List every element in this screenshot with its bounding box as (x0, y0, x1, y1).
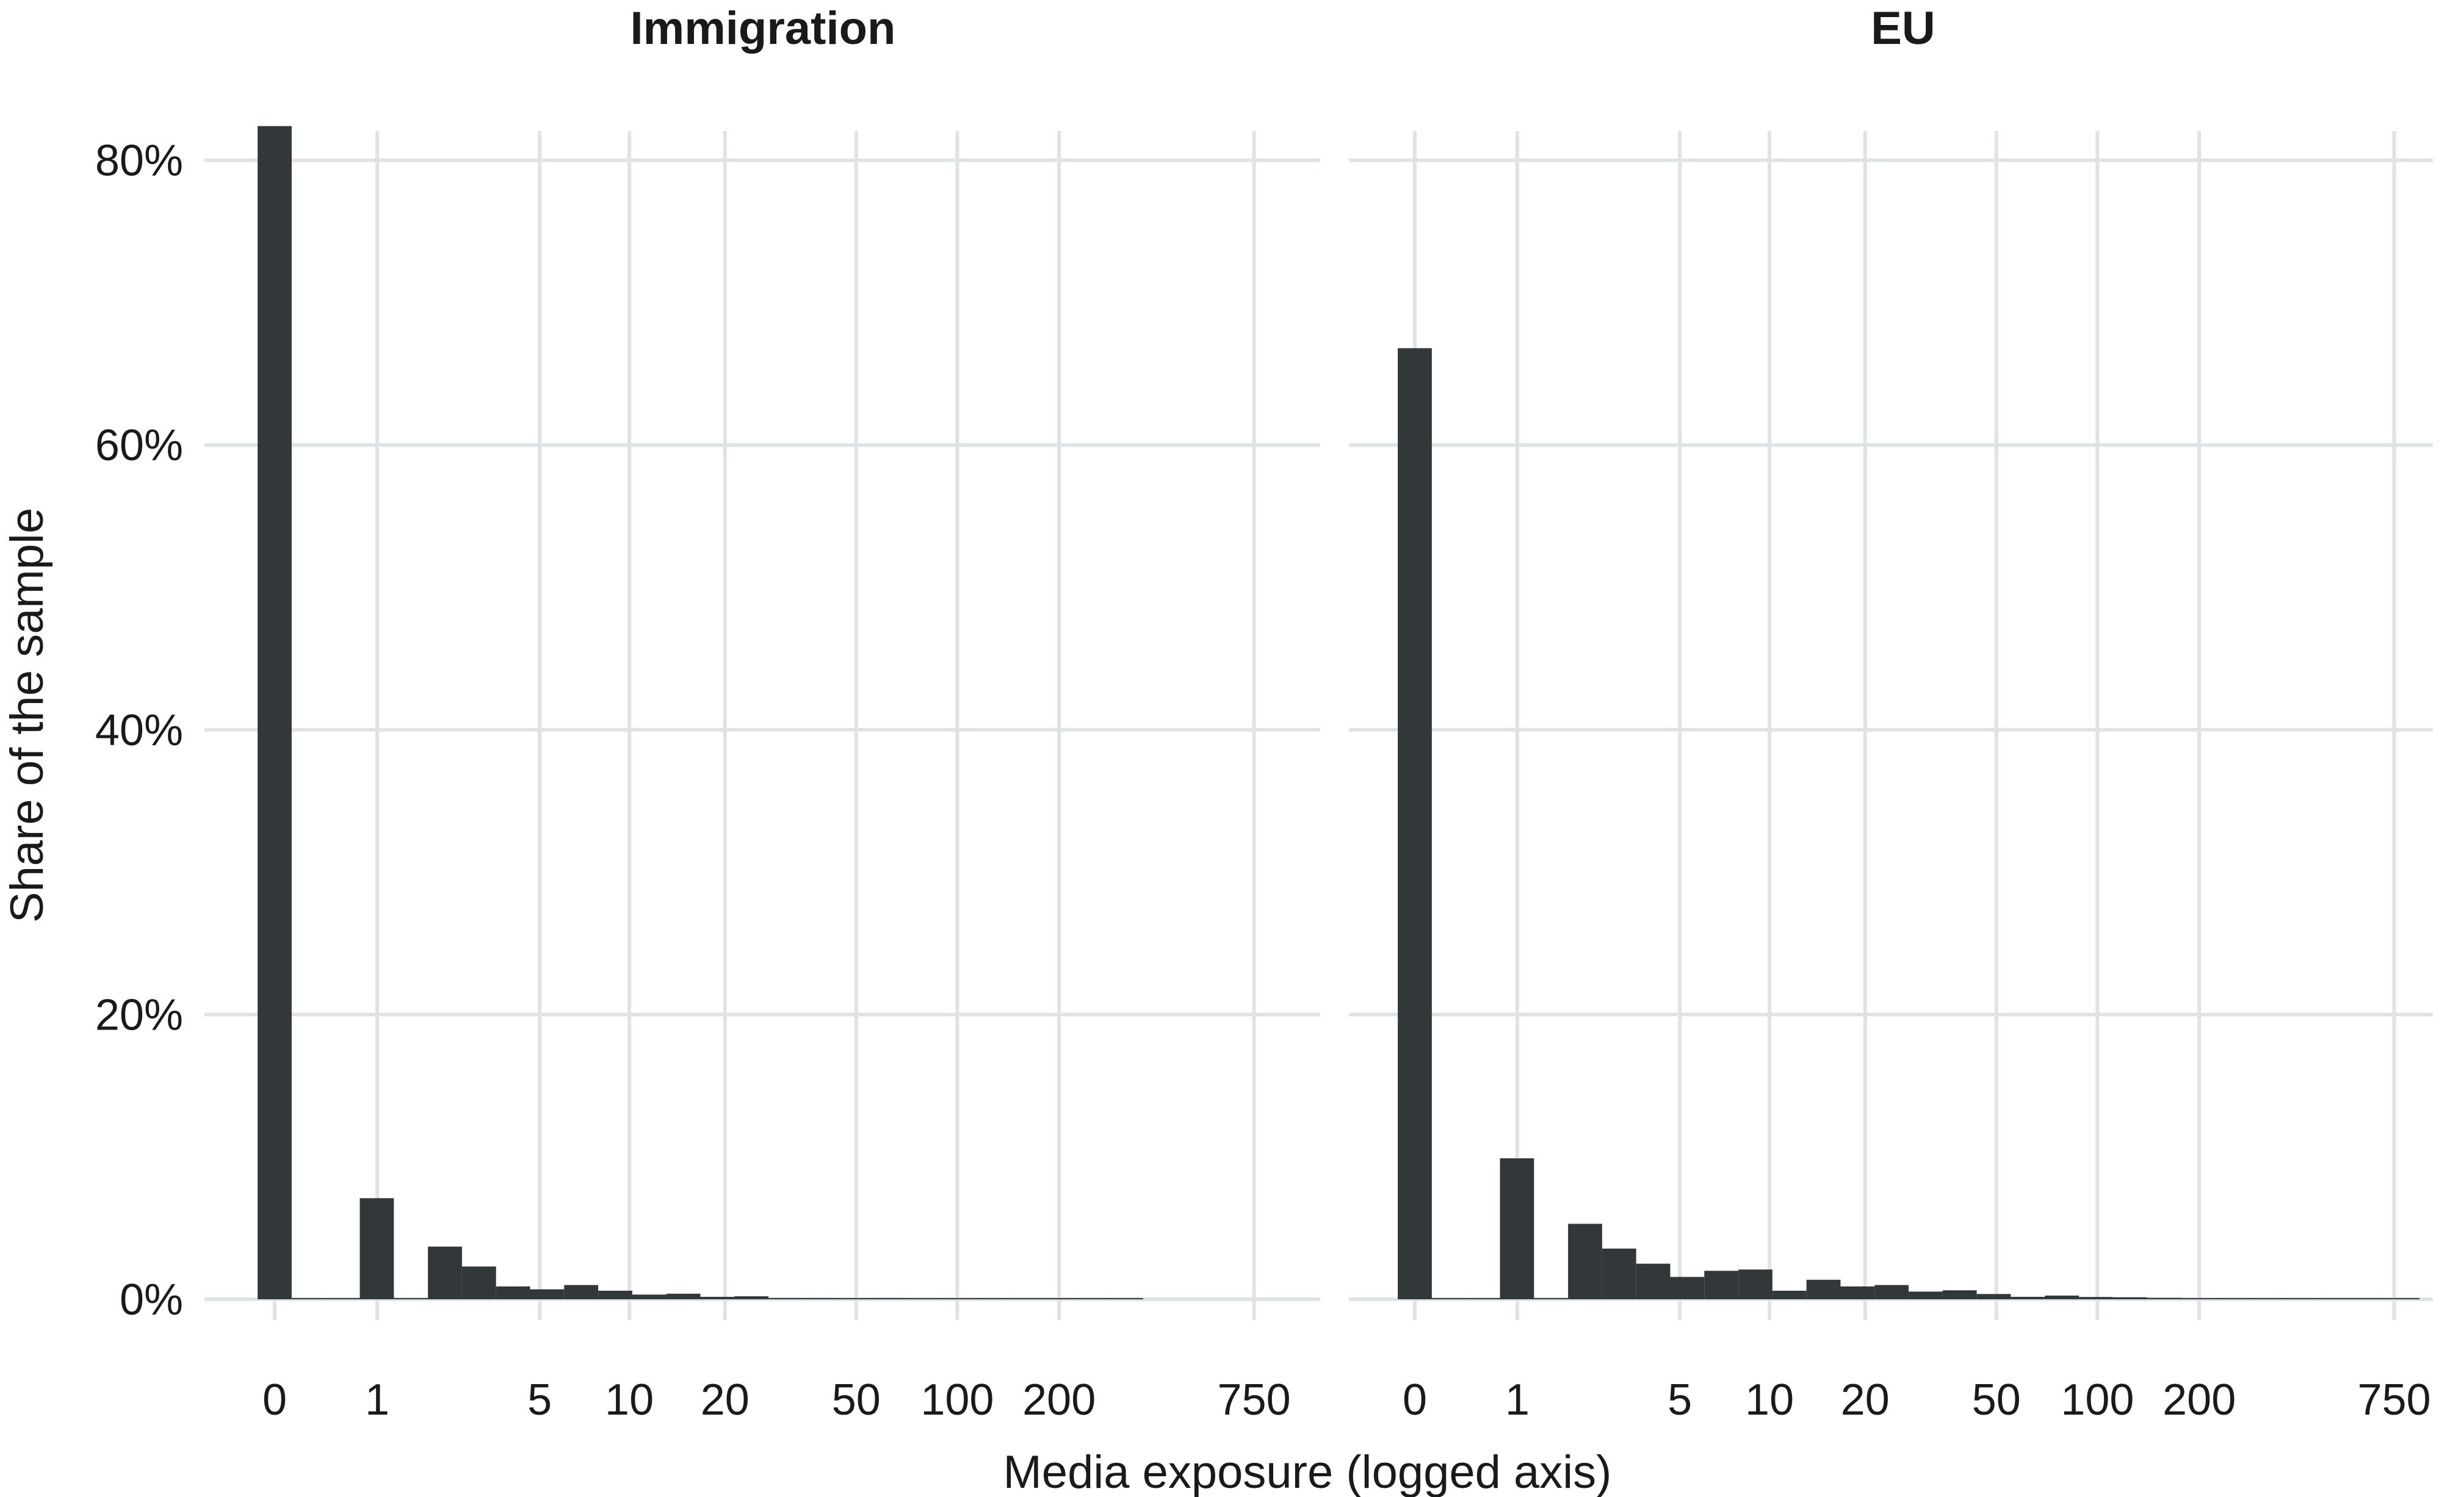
histogram-bar (905, 1298, 939, 1299)
histogram-bar (972, 1298, 1007, 1299)
y-tick-label: 20% (95, 990, 183, 1039)
x-tick-label: 5 (1667, 1376, 1692, 1424)
histogram-bar (359, 1198, 394, 1299)
histogram-bar (2079, 1297, 2113, 1299)
histogram-bar (1075, 1298, 1110, 1299)
x-tick-label: 50 (832, 1376, 881, 1424)
x-tick-label: 0 (1403, 1376, 1427, 1424)
histogram-bar (666, 1293, 701, 1299)
histogram-bar (1431, 1298, 1466, 1299)
histogram-bar (496, 1286, 530, 1299)
histogram-bar (530, 1289, 565, 1299)
histogram-bar (1006, 1298, 1041, 1299)
x-tick-label: 50 (1972, 1376, 2021, 1424)
panel-title: EU (1871, 2, 1935, 54)
histogram-bar (461, 1266, 496, 1299)
histogram-bar (1738, 1269, 1772, 1299)
histogram-bar (2011, 1297, 2045, 1299)
x-tick-label: 0 (262, 1376, 287, 1424)
x-tick-label: 200 (2162, 1376, 2236, 1424)
histogram-bar (1772, 1291, 1807, 1299)
y-tick-label: 40% (95, 706, 183, 755)
y-tick-label: 80% (95, 137, 183, 186)
x-tick-label: 5 (527, 1376, 552, 1424)
x-tick-label: 20 (701, 1376, 750, 1424)
histogram-bar (836, 1298, 871, 1299)
histogram-bar (428, 1246, 462, 1299)
gridlines (204, 131, 2433, 1320)
histogram-bar (2249, 1298, 2283, 1299)
x-tick-label: 750 (2358, 1376, 2431, 1424)
histogram-bar (700, 1297, 735, 1299)
histogram-bar (734, 1296, 769, 1299)
histogram-bar (291, 1298, 326, 1299)
histogram-bar (564, 1285, 599, 1299)
histogram-bar (1465, 1298, 1500, 1299)
histogram-bar (1636, 1263, 1671, 1299)
histogram-bar (258, 126, 292, 1299)
x-tick-label: 1 (1505, 1376, 1530, 1424)
y-tick-label: 60% (95, 421, 183, 470)
y-tick-label: 0% (120, 1275, 183, 1324)
x-tick-label: 10 (605, 1376, 654, 1424)
histogram-bar (1398, 348, 1432, 1299)
histogram-bar (2147, 1297, 2181, 1299)
histogram-bar (939, 1298, 973, 1299)
histogram-bar (1806, 1280, 1841, 1299)
histogram-bar (1874, 1285, 1909, 1299)
histogram-bar (394, 1298, 428, 1299)
histogram-bar (2385, 1298, 2420, 1299)
histogram-bar (2045, 1295, 2079, 1299)
histogram-bar (1670, 1277, 1705, 1299)
histogram-bar (1534, 1298, 1569, 1299)
histogram-bar (802, 1297, 837, 1299)
histogram-bar (1602, 1248, 1636, 1299)
panel-title: Immigration (630, 2, 896, 54)
y-axis-title: Share of the sample (1, 508, 53, 923)
x-tick-label: 20 (1841, 1376, 1890, 1424)
x-tick-label: 750 (1218, 1376, 1291, 1424)
histogram-bar (1041, 1298, 1075, 1299)
histogram-bar (1942, 1290, 1977, 1299)
x-tick-label: 200 (1022, 1376, 1096, 1424)
histogram-bar (1704, 1271, 1739, 1299)
bars (258, 126, 2420, 1299)
histogram-bar (2283, 1298, 2318, 1299)
histogram-bar (1840, 1286, 1875, 1299)
x-axis-title: Media exposure (logged axis) (1003, 1446, 1612, 1497)
x-tick-label: 100 (920, 1376, 994, 1424)
histogram-bar (1568, 1224, 1602, 1299)
histogram-bar (2317, 1298, 2352, 1299)
histogram-bar (1909, 1291, 1943, 1299)
histogram-bar (1500, 1158, 1534, 1299)
histogram-bar (632, 1294, 667, 1299)
histogram-bar (2112, 1297, 2147, 1299)
x-tick-label: 1 (365, 1376, 389, 1424)
histogram-bar (2215, 1298, 2250, 1299)
histogram-bar (870, 1297, 905, 1299)
histogram-bar (2351, 1298, 2386, 1299)
histogram-bar (2181, 1298, 2216, 1299)
x-tick-label: 100 (2061, 1376, 2134, 1424)
labels: 0%20%40%60%80%0 1 5 10 20 50 100 200 750Immigrat… (95, 2, 2431, 1424)
histogram-bar (598, 1291, 632, 1299)
histogram-bar (325, 1298, 360, 1299)
histogram-bar (1109, 1298, 1143, 1299)
histogram-bar (1976, 1294, 2011, 1299)
histogram-bar (768, 1297, 803, 1299)
x-tick-label: 10 (1745, 1376, 1794, 1424)
